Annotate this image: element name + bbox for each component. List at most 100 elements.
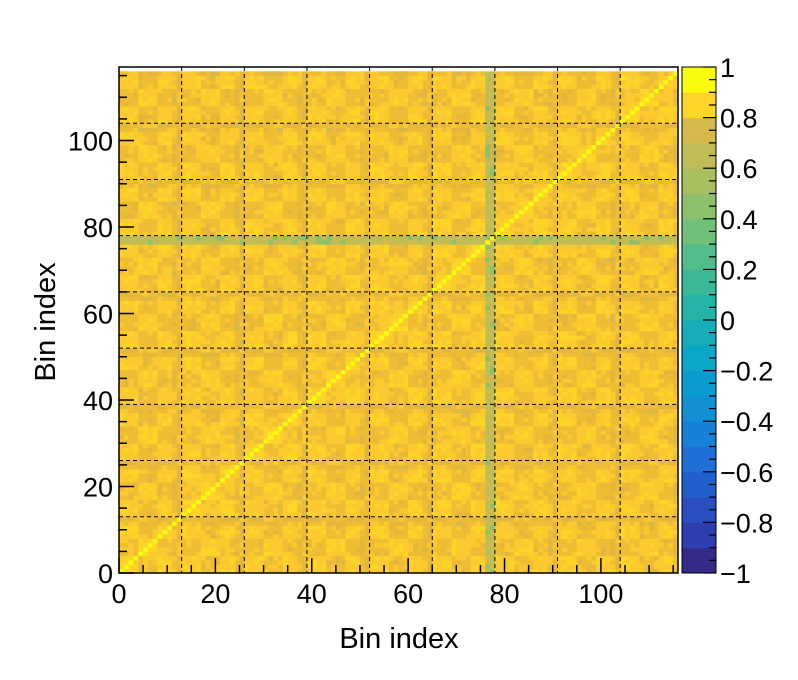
heatmap-cell bbox=[263, 88, 269, 94]
heatmap-cell bbox=[306, 391, 313, 397]
heatmap-cell bbox=[157, 555, 163, 561]
heatmap-cell bbox=[229, 438, 236, 444]
heatmap-cell bbox=[229, 136, 236, 141]
heatmap-cell bbox=[225, 378, 231, 384]
heatmap-cell bbox=[244, 97, 250, 102]
heatmap-cell bbox=[133, 516, 139, 522]
heatmap-cell bbox=[273, 425, 279, 431]
heatmap-cell bbox=[200, 391, 207, 397]
heatmap-cell bbox=[181, 421, 187, 427]
heatmap-cell bbox=[123, 153, 130, 159]
heatmap-cell bbox=[253, 555, 260, 561]
heatmap-cell bbox=[282, 421, 289, 427]
heatmap-cell bbox=[302, 287, 308, 293]
heatmap-cell bbox=[128, 123, 134, 128]
heatmap-cell bbox=[311, 287, 317, 293]
heatmap-cell bbox=[268, 568, 274, 574]
heatmap-cell bbox=[297, 118, 303, 124]
heatmap-cell bbox=[133, 400, 139, 405]
heatmap-cell bbox=[258, 369, 264, 375]
heatmap-cell bbox=[311, 374, 317, 379]
heatmap-cell bbox=[191, 443, 197, 448]
heatmap-cell bbox=[172, 525, 178, 531]
heatmap-cell bbox=[297, 529, 303, 535]
heatmap-cell bbox=[225, 421, 231, 427]
heatmap-cell bbox=[258, 460, 264, 466]
heatmap-cell bbox=[172, 534, 178, 539]
heatmap-cell bbox=[196, 265, 202, 271]
heatmap-cell bbox=[147, 296, 154, 301]
heatmap-cell bbox=[123, 568, 130, 574]
heatmap-cell bbox=[143, 114, 149, 120]
heatmap-cell bbox=[200, 404, 207, 410]
heatmap-cell bbox=[147, 486, 154, 492]
heatmap-cell bbox=[321, 205, 327, 211]
heatmap-cell bbox=[191, 425, 197, 431]
heatmap-cell bbox=[152, 188, 158, 193]
heatmap-cell bbox=[268, 339, 274, 345]
heatmap-cell bbox=[297, 356, 303, 362]
heatmap-cell bbox=[162, 482, 168, 487]
heatmap-cell bbox=[215, 521, 221, 526]
heatmap-cell bbox=[321, 131, 327, 137]
heatmap-cell bbox=[157, 270, 163, 275]
heatmap-cell bbox=[186, 75, 192, 81]
heatmap-cell bbox=[176, 239, 183, 245]
heatmap-cell bbox=[282, 538, 289, 544]
heatmap-cell bbox=[263, 283, 269, 288]
heatmap-cell bbox=[172, 352, 178, 358]
heatmap-cell bbox=[205, 456, 211, 461]
heatmap-cell bbox=[210, 265, 216, 271]
heatmap-cell bbox=[167, 365, 173, 371]
heatmap-cell bbox=[196, 447, 202, 453]
heatmap-cell bbox=[234, 105, 240, 111]
heatmap-cell bbox=[167, 538, 173, 544]
heatmap-cell bbox=[258, 188, 264, 193]
heatmap-cell bbox=[253, 149, 260, 154]
heatmap-cell bbox=[253, 456, 260, 461]
heatmap-cell bbox=[234, 361, 240, 366]
heatmap-cell bbox=[268, 218, 274, 224]
heatmap-cell bbox=[302, 421, 308, 427]
heatmap-cell bbox=[215, 278, 221, 284]
heatmap-cell bbox=[258, 105, 264, 111]
heatmap-cell bbox=[186, 274, 192, 280]
heatmap-cell bbox=[306, 170, 313, 176]
heatmap-cell bbox=[147, 127, 154, 133]
heatmap-cell bbox=[138, 235, 144, 241]
heatmap-cell bbox=[302, 123, 308, 128]
heatmap-cell bbox=[297, 486, 303, 492]
heatmap-cell bbox=[225, 477, 231, 483]
heatmap-cell bbox=[128, 516, 134, 522]
heatmap-cell bbox=[273, 387, 279, 392]
heatmap-cell bbox=[133, 157, 139, 163]
heatmap-cell bbox=[292, 118, 298, 124]
heatmap-cell bbox=[157, 287, 163, 293]
heatmap-cell bbox=[186, 136, 192, 141]
heatmap-cell bbox=[128, 192, 134, 198]
heatmap-cell bbox=[186, 313, 192, 319]
heatmap-cell bbox=[287, 464, 293, 470]
heatmap-cell bbox=[321, 114, 327, 120]
heatmap-cell bbox=[253, 131, 260, 137]
heatmap-cell bbox=[249, 330, 255, 336]
heatmap-cell bbox=[200, 140, 207, 146]
heatmap-cell bbox=[229, 149, 236, 154]
heatmap-cell bbox=[191, 144, 197, 150]
heatmap-cell bbox=[191, 447, 197, 453]
heatmap-cell bbox=[128, 235, 134, 241]
heatmap-cell bbox=[157, 101, 163, 107]
heatmap-cell bbox=[282, 490, 289, 496]
heatmap-cell bbox=[273, 239, 279, 245]
heatmap-cell bbox=[191, 227, 197, 232]
heatmap-cell bbox=[176, 438, 183, 444]
heatmap-cell bbox=[172, 400, 178, 405]
heatmap-cell bbox=[220, 330, 226, 336]
heatmap-cell bbox=[263, 477, 269, 483]
heatmap-cell bbox=[311, 304, 317, 310]
heatmap-cell bbox=[244, 421, 250, 427]
heatmap-cell bbox=[152, 542, 158, 548]
heatmap-cell bbox=[297, 343, 303, 349]
heatmap-cell bbox=[191, 374, 197, 379]
heatmap-cell bbox=[316, 105, 322, 111]
